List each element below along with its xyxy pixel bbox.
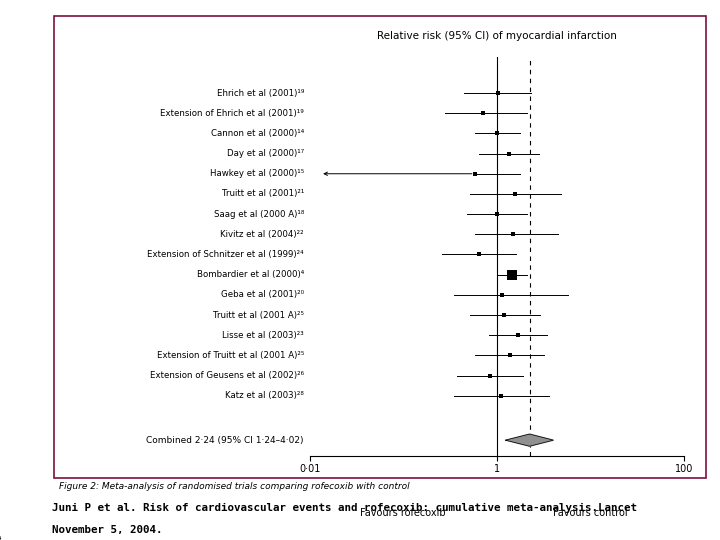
Text: Juni P et al. Risk of cardiovascular events and rofecoxib: cumulative meta-analy: Juni P et al. Risk of cardiovascular eve… — [52, 503, 637, 514]
Text: Favours control: Favours control — [553, 508, 628, 518]
Text: Extension of Truitt et al (2001 A)²⁵: Extension of Truitt et al (2001 A)²⁵ — [157, 351, 304, 360]
Text: Truitt et al (2001)²¹: Truitt et al (2001)²¹ — [222, 190, 304, 198]
Text: Katz et al (2003)²⁸: Katz et al (2003)²⁸ — [225, 392, 304, 400]
Polygon shape — [505, 434, 554, 446]
Text: Lisse et al (2003)²³: Lisse et al (2003)²³ — [222, 330, 304, 340]
Text: Kivitz et al (2004)²²: Kivitz et al (2004)²² — [220, 230, 304, 239]
Text: Hawkey et al (2000)¹⁵: Hawkey et al (2000)¹⁵ — [210, 169, 304, 178]
Text: Extension of Geusens et al (2002)²⁶: Extension of Geusens et al (2002)²⁶ — [150, 371, 304, 380]
Text: Truitt et al (2001 A)²⁵: Truitt et al (2001 A)²⁵ — [213, 310, 304, 320]
Text: Extension of Ehrich et al (2001)¹⁹: Extension of Ehrich et al (2001)¹⁹ — [161, 109, 304, 118]
Text: Bombardier et al (2000)⁴: Bombardier et al (2000)⁴ — [197, 270, 304, 279]
Text: Geba et al (2001)²⁰: Geba et al (2001)²⁰ — [221, 291, 304, 299]
Text: Day et al (2000)¹⁷: Day et al (2000)¹⁷ — [227, 149, 304, 158]
Text: Figure 2: Meta-analysis of randomised trials comparing rofecoxib with control: Figure 2: Meta-analysis of randomised tr… — [59, 482, 410, 491]
Text: Favours rofecoxib: Favours rofecoxib — [361, 508, 446, 518]
Text: Cannon et al (2000)¹⁴: Cannon et al (2000)¹⁴ — [211, 129, 304, 138]
Text: Saag et al (2000 A)¹⁸: Saag et al (2000 A)¹⁸ — [214, 210, 304, 219]
Text: Ehrich et al (2001)¹⁹: Ehrich et al (2001)¹⁹ — [217, 89, 304, 98]
Text: Combined 2·24 (95% CI 1·24–4·02): Combined 2·24 (95% CI 1·24–4·02) — [146, 436, 304, 444]
Text: Relative risk (95% CI) of myocardial infarction: Relative risk (95% CI) of myocardial inf… — [377, 31, 617, 40]
Text: November 5, 2004.: November 5, 2004. — [52, 525, 162, 535]
Text: Extension of Schnitzer et al (1999)²⁴: Extension of Schnitzer et al (1999)²⁴ — [148, 250, 304, 259]
